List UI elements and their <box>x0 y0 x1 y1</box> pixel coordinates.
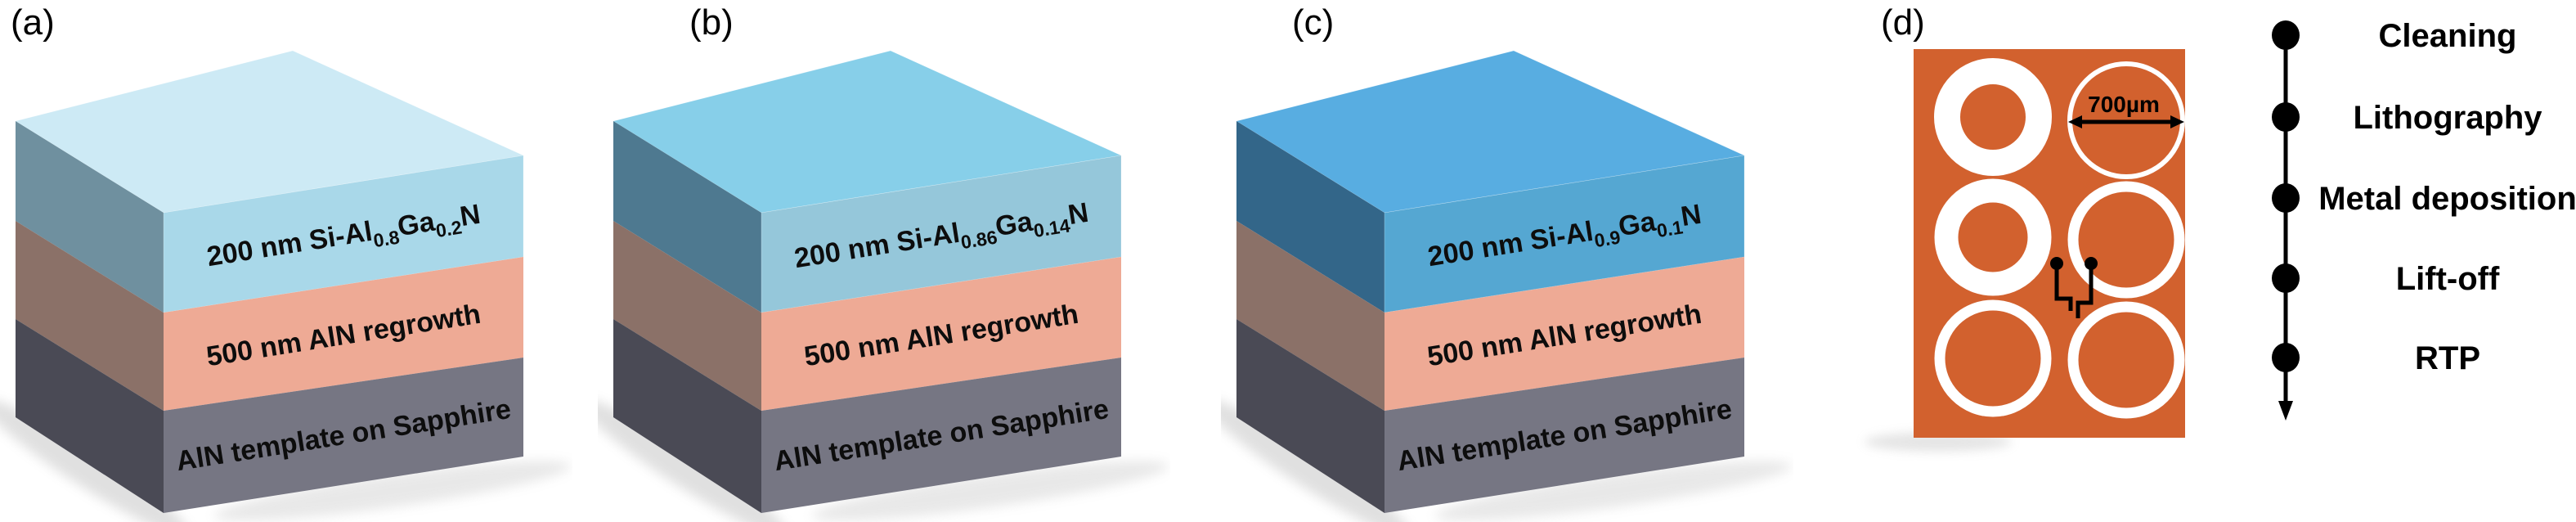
panel-label-d: (d) <box>1881 2 1925 43</box>
box-side-top-layer <box>1236 121 1384 313</box>
step-label-metal-deposition: Metal deposition <box>2318 181 2576 217</box>
step-label-lithography: Lithography <box>2353 100 2542 136</box>
box-front-middle-layer <box>164 257 523 411</box>
box-shadow <box>1221 399 1411 522</box>
timeline-node-icon <box>2272 20 2300 50</box>
panel-label-a: (a) <box>11 2 55 43</box>
contact-ring-thin <box>2067 61 2185 179</box>
contact-ring-thick <box>1934 178 2052 296</box>
box-shadow <box>1435 461 1792 521</box>
timeline-node-icon <box>2272 263 2300 293</box>
timeline-arrowhead-icon <box>2278 401 2293 421</box>
box-shadow <box>0 399 190 522</box>
box-front-bottom-layer <box>761 358 1121 513</box>
panel-d-process: 700µm Cleaning Lithography Metal deposit… <box>1865 2 2576 452</box>
panel-a-layer-stack: 200 nm Si-Al0.8Ga0.2N 500 nm AlN regrowt… <box>0 2 571 522</box>
contact-ring <box>1934 299 2052 417</box>
diameter-arrow <box>2068 115 2184 128</box>
box-side-middle-layer <box>613 221 761 411</box>
step-label-rtp: RTP <box>2415 340 2480 376</box>
timeline-node-icon <box>2272 183 2300 213</box>
process-timeline: Cleaning Lithography Metal deposition Li… <box>2272 18 2576 421</box>
panel-label-b: (b) <box>689 2 734 43</box>
box-front-middle-layer <box>761 257 1121 411</box>
box-shadow <box>214 461 571 521</box>
box-side-bottom-layer <box>613 319 761 513</box>
contact-pattern <box>1934 58 2185 419</box>
timeline-node-icon <box>2272 343 2300 372</box>
step-label-cleaning: Cleaning <box>2379 18 2517 54</box>
diameter-label: 700µm <box>2088 92 2160 117</box>
timeline-node-icon <box>2272 102 2300 132</box>
contact-ring <box>2067 181 2185 299</box>
box-front-bottom-layer <box>164 358 523 513</box>
box-shadow <box>812 461 1169 521</box>
box-side-middle-layer <box>1236 221 1384 411</box>
contact-ring-thick <box>1934 58 2052 176</box>
probe-tips-icon <box>2050 257 2098 318</box>
panel-c-layer-stack: 200 nm Si-Al0.9Ga0.1N 500 nm AlN regrowt… <box>1221 2 1792 522</box>
box-front-bottom-layer <box>1384 358 1744 513</box>
box-front-middle-layer <box>1384 257 1744 411</box>
box-shadow <box>598 399 788 522</box>
box-side-bottom-layer <box>1236 319 1384 513</box>
box-side-top-layer <box>613 121 761 313</box>
panel-label-c: (c) <box>1292 2 1334 43</box>
box-side-bottom-layer <box>16 319 164 513</box>
panel-b-layer-stack: 200 nm Si-Al0.86Ga0.14N 500 nm AlN regro… <box>598 2 1169 522</box>
box-side-middle-layer <box>16 221 164 411</box>
contact-ring <box>2067 301 2185 419</box>
step-label-lift-off: Lift-off <box>2396 261 2500 297</box>
box-side-top-layer <box>16 121 164 313</box>
